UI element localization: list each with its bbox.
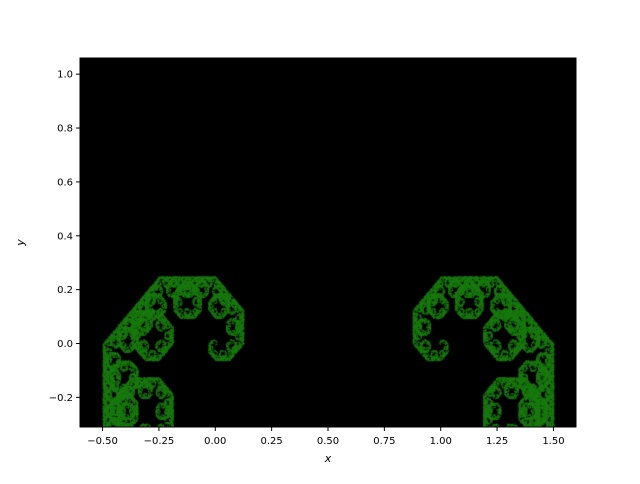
y-tick-label: 0.6 [57, 177, 73, 188]
x-tick-label: 1.00 [430, 436, 452, 447]
x-tick-label: −0.50 [87, 436, 118, 447]
y-tick-label: 0.0 [57, 339, 73, 350]
y-axis-ticks: −0.2 0.0 0.2 0.4 0.6 0.8 1.0 [49, 70, 80, 404]
x-tick-label: 1.25 [486, 436, 508, 447]
x-axis-ticks: −0.50 −0.25 0.00 0.25 0.50 0.75 1.00 1.25 1.50 [87, 427, 564, 447]
x-tick-label: 1.50 [542, 436, 564, 447]
x-tick-label: 0.25 [261, 436, 283, 447]
x-tick-label: 0.50 [317, 436, 339, 447]
x-axis-label: x [324, 452, 332, 465]
fractal-points [80, 58, 576, 427]
y-axis-label: y [14, 239, 27, 247]
y-tick-label: 0.8 [57, 124, 73, 135]
x-tick-label: −0.25 [144, 436, 175, 447]
x-tick-label: 0.00 [204, 436, 226, 447]
y-tick-label: 0.4 [57, 231, 73, 242]
y-tick-label: 1.0 [57, 70, 73, 81]
y-tick-label: 0.2 [57, 285, 73, 296]
fractal-point-cloud [80, 58, 576, 427]
y-tick-label: −0.2 [49, 393, 73, 404]
x-tick-label: 0.75 [373, 436, 395, 447]
